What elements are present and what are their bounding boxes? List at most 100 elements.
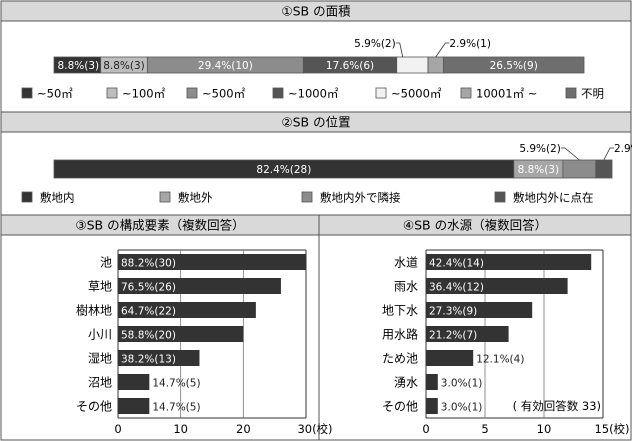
bar-value-label: 36.4%(12) — [429, 282, 484, 294]
stacked-segment — [427, 56, 444, 74]
x-tick-label: 0 — [422, 422, 429, 436]
legend-label: 敷地内 — [40, 191, 75, 205]
panel2-title: ②SB の位置 — [281, 115, 350, 130]
category-label: その他 — [76, 400, 112, 414]
category-label: 樹林地 — [76, 304, 112, 318]
x-tick-label: 30(校) — [297, 422, 332, 436]
segment-label: 82.4%(28) — [256, 164, 311, 176]
legend-swatch — [159, 191, 171, 203]
legend-label: 敷地内外に点在 — [513, 191, 594, 205]
stacked-segment — [396, 56, 429, 74]
x-tick-label: 20 — [236, 422, 251, 436]
bar-value-label: 12.1%(4) — [476, 354, 524, 366]
bar — [426, 278, 568, 294]
legend-label: ~500㎡ — [202, 87, 246, 101]
legend-swatch — [21, 87, 33, 99]
panel1-header — [0, 0, 632, 22]
bar-value-label: 3.0%(1) — [441, 378, 483, 390]
stacked-segment — [595, 159, 613, 179]
segment-label: 8.8%(3) — [518, 164, 560, 176]
callout-line — [435, 42, 450, 58]
bar — [426, 350, 474, 366]
callout-line — [560, 147, 580, 161]
category-label: 雨水 — [394, 280, 418, 294]
panel1-title: ①SB の面積 — [281, 4, 351, 19]
legend-swatch — [460, 87, 472, 99]
bar — [118, 254, 306, 270]
legend-swatch — [186, 87, 198, 99]
panel4-chart: 0 5 10 15(校) 水道 42.4%(14) 雨水 36.4%(12) 地下水 27.3%(… — [382, 249, 630, 436]
bar-value-label: 38.2%(13) — [121, 354, 176, 366]
bar-value-label: 27.3%(9) — [429, 306, 477, 318]
panel3-title: ③SB の構成要素（複数回答） — [75, 218, 244, 233]
bar-value-label: 64.7%(22) — [121, 306, 176, 318]
segment-label: 2.9%(1) — [614, 143, 632, 155]
legend-swatch — [375, 87, 387, 99]
panel3-chart: 0 10 20 30(校) 池 88.2%(30) 草地 76.5%(26) 樹林地 64.7%(… — [76, 249, 333, 436]
panel2-header — [0, 111, 632, 133]
x-tick-label: 10 — [173, 422, 188, 436]
segment-label: 5.9%(2) — [354, 38, 396, 50]
legend-label: ~100㎡ — [122, 87, 166, 101]
legend-label: 10001㎡ ~ — [476, 87, 537, 101]
bar-value-label: 14.7%(5) — [152, 402, 200, 414]
segment-label: 2.9%(1) — [449, 38, 491, 50]
bar — [426, 254, 592, 270]
legend-label: 敷地外 — [178, 191, 213, 205]
bar-value-label: 14.7%(5) — [152, 378, 200, 390]
x-tick-label: 15(校) — [594, 422, 629, 436]
bar-value-label: 58.8%(20) — [121, 330, 176, 342]
segment-label: 17.6%(6) — [326, 60, 374, 72]
panel4-header — [318, 214, 632, 236]
legend-swatch — [301, 191, 313, 203]
category-label: 湧水 — [394, 376, 418, 390]
bar — [426, 374, 438, 390]
bar — [426, 302, 533, 318]
legend-swatch — [272, 87, 284, 99]
bar-value-label: 76.5%(26) — [121, 282, 176, 294]
bar-value-label: 21.2%(7) — [429, 330, 477, 342]
bar — [118, 278, 281, 294]
legend-label: ~5000㎡ — [391, 87, 442, 101]
segment-label: 29.4%(10) — [198, 60, 253, 72]
bar-value-label: 88.2%(30) — [121, 258, 176, 270]
x-tick-label: 5 — [481, 422, 488, 436]
panel1-chart: 8.8%(3) 8.8%(3) 29.4%(10) 17.6%(6) 26.5%(9) 5… — [21, 38, 604, 101]
segment-label: 5.9%(2) — [519, 143, 561, 155]
legend-swatch — [21, 191, 33, 203]
bar — [118, 350, 200, 366]
legend-swatch — [565, 87, 577, 99]
category-label: 小川 — [88, 328, 112, 342]
bar — [118, 302, 256, 318]
category-label: 池 — [100, 256, 112, 270]
x-tick-label: 10 — [537, 422, 552, 436]
callout-line — [395, 42, 404, 58]
bar-value-label: 42.4%(14) — [429, 258, 484, 270]
bar-value-label: 3.0%(1) — [441, 402, 483, 414]
legend-swatch — [494, 191, 506, 203]
bar — [118, 398, 150, 414]
category-label: 地下水 — [382, 304, 418, 318]
category-label: 沼地 — [88, 376, 112, 390]
category-label: 湿地 — [88, 351, 112, 366]
category-label: その他 — [382, 400, 418, 414]
panel2-chart: 82.4%(28) 8.8%(3) 5.9%(2) 2.9%(1) 敷地内 敷地外 敷地内外… — [21, 143, 632, 205]
legend-label: ~50㎡ — [37, 87, 73, 101]
category-label: 用水路 — [382, 327, 418, 342]
category-label: 草地 — [88, 280, 112, 294]
bar — [118, 374, 150, 390]
legend-label: 敷地内外で隣接 — [320, 191, 401, 205]
category-label: ため池 — [382, 352, 418, 366]
stacked-segment — [443, 56, 585, 74]
bar — [426, 326, 509, 342]
chart-note: ( 有効回答数 33) — [513, 399, 601, 413]
x-tick-label: 0 — [114, 422, 121, 436]
legend-label: ~1000㎡ — [288, 87, 339, 101]
segment-label: 26.5%(9) — [490, 60, 538, 72]
segment-label: 8.8%(3) — [58, 60, 100, 72]
legend-swatch — [106, 87, 118, 99]
segment-label: 8.8%(3) — [103, 60, 145, 72]
bar — [118, 326, 244, 342]
panel4-title: ④SB の水源（複数回答） — [403, 218, 547, 233]
